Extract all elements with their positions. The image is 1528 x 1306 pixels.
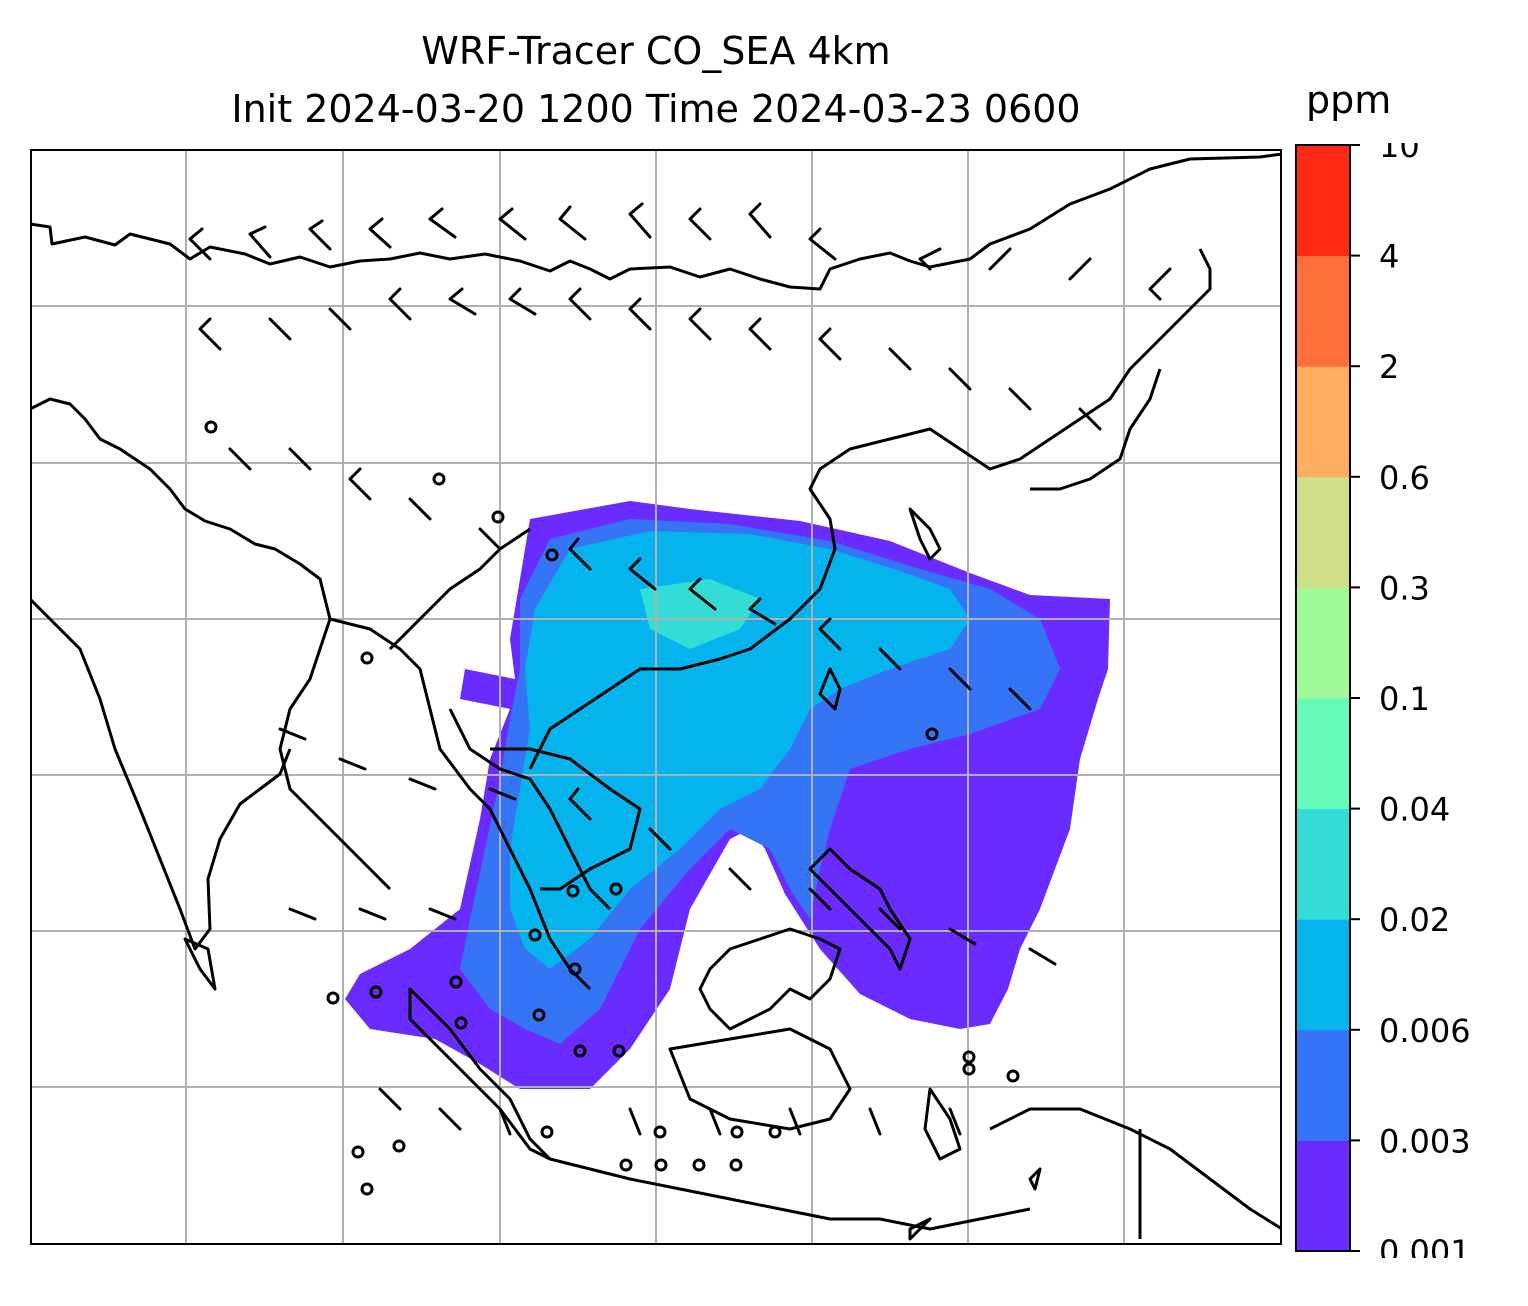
plume-level-high (510, 531, 970, 969)
colorbar-tick-label: 0.003 (1379, 1122, 1471, 1160)
colorbar-unit: ppm (1306, 78, 1392, 122)
colorbar-segment (1296, 366, 1350, 478)
calm-wind-markers (204, 420, 1020, 1196)
colorbar-segment (1296, 919, 1350, 1031)
colorbar-tick-label: 4 (1379, 238, 1399, 276)
colorbar-tick-label: 0.001 (1379, 1233, 1471, 1258)
colorbar-segment (1296, 698, 1350, 810)
gridlines (30, 149, 1282, 1245)
colorbar-segment (1296, 145, 1350, 257)
colorbar-tick-label: 0.6 (1379, 459, 1430, 497)
wind-barbs (188, 202, 1172, 1136)
plume-level-peak (640, 579, 760, 649)
colorbar-segment (1296, 476, 1350, 588)
colorbar-segment (1296, 808, 1350, 920)
map-panel (30, 149, 1282, 1245)
colorbar-tick-label: 10 (1379, 143, 1420, 165)
colorbar-tick-label: 2 (1379, 348, 1399, 386)
colorbar-tick-label: 0.1 (1379, 680, 1430, 718)
colorbar: 0.001 0.003 0.006 0.02 0.04 0.1 0.3 0.6 2 4 10 (1295, 143, 1471, 1258)
colorbar-tick-label: 0.04 (1379, 791, 1450, 829)
colorbar-segment (1296, 1140, 1350, 1252)
co-tracer-plume (345, 501, 1110, 1089)
colorbar-tick-label: 0.3 (1379, 569, 1430, 607)
figure-title-line2: Init 2024-03-20 1200 Time 2024-03-23 060… (231, 87, 1081, 131)
colorbar-segment (1296, 255, 1350, 367)
colorbar-tick-label: 0.02 (1379, 901, 1450, 939)
colorbar-tick-label: 0.006 (1379, 1012, 1471, 1050)
colorbar-segment (1296, 1029, 1350, 1141)
figure-title-line1: WRF-Tracer CO_SEA 4km (421, 29, 891, 73)
colorbar-segment (1296, 587, 1350, 699)
